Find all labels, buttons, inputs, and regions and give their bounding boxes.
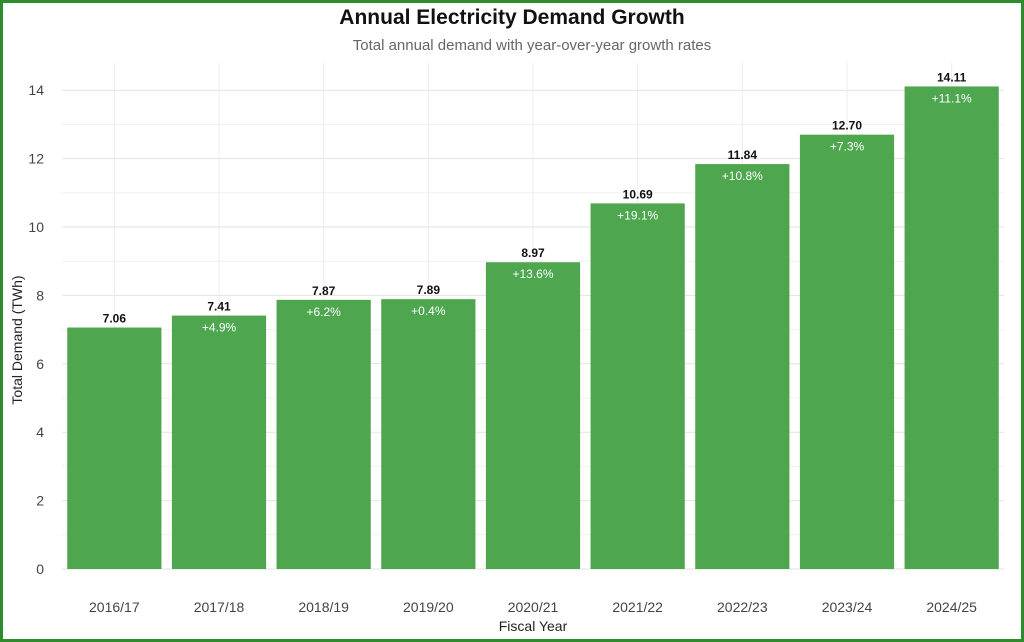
x-tick-label: 2017/18 [194,599,245,615]
x-tick-label: 2018/19 [298,599,349,615]
bar [381,299,476,569]
value-label: 12.70 [832,119,862,133]
x-tick-label: 2021/22 [612,599,663,615]
value-label: 7.41 [207,300,231,314]
growth-label: +13.6% [512,267,553,281]
bar [485,262,581,569]
bar [171,315,267,569]
growth-label: +4.9% [202,321,237,335]
x-tick-label: 2016/17 [89,599,140,615]
bar [799,134,895,569]
value-label: 8.97 [521,246,545,260]
x-tick-label: 2020/21 [508,599,559,615]
bars [67,86,999,570]
x-tick-label: 2023/24 [822,599,873,615]
bar [276,299,371,569]
value-label: 11.84 [728,148,758,162]
growth-label: +19.1% [617,208,658,222]
growth-label: +10.8% [722,169,763,183]
x-axis-ticks: 2016/17 2017/18 2018/19 2019/20 2020/21 2021/… [89,599,977,615]
x-tick-label: 2024/25 [926,599,977,615]
x-tick-label: 2022/23 [717,599,768,615]
growth-label: +0.4% [411,304,446,318]
value-label: 14.11 [937,70,967,84]
value-label: 7.87 [312,284,336,298]
y-tick-label: 8 [36,287,44,303]
y-axis-label: Total Demand (TWh) [9,275,25,404]
chart-subtitle: Total annual demand with year-over-year … [352,37,712,54]
growth-label: +7.3% [830,140,865,154]
bar-labels: 7.06 7.41 +4.9% 7.87 +6.2% 7.89 +0.4% 8.97 +13.6… [103,70,972,334]
y-tick-label: 4 [36,424,44,440]
y-tick-label: 10 [28,219,44,235]
value-label: 7.89 [417,283,441,297]
y-tick-label: 12 [28,151,44,167]
y-axis-ticks: 0 2 4 6 8 10 12 14 [28,82,44,577]
value-label: 7.06 [103,312,127,326]
value-label: 10.69 [623,187,653,201]
x-tick-label: 2019/20 [403,599,454,615]
y-tick-label: 6 [36,356,44,372]
x-axis-label: Fiscal Year [499,618,568,634]
bar [67,327,162,569]
y-tick-label: 2 [36,493,44,509]
growth-label: +11.1% [932,91,972,105]
growth-label: +6.2% [306,305,341,319]
chart-title: Annual Electricity Demand Growth [339,6,685,29]
bar [904,86,999,570]
bar [590,203,685,570]
y-tick-label: 14 [28,82,44,98]
y-tick-label: 0 [36,561,44,577]
bar [695,164,790,569]
